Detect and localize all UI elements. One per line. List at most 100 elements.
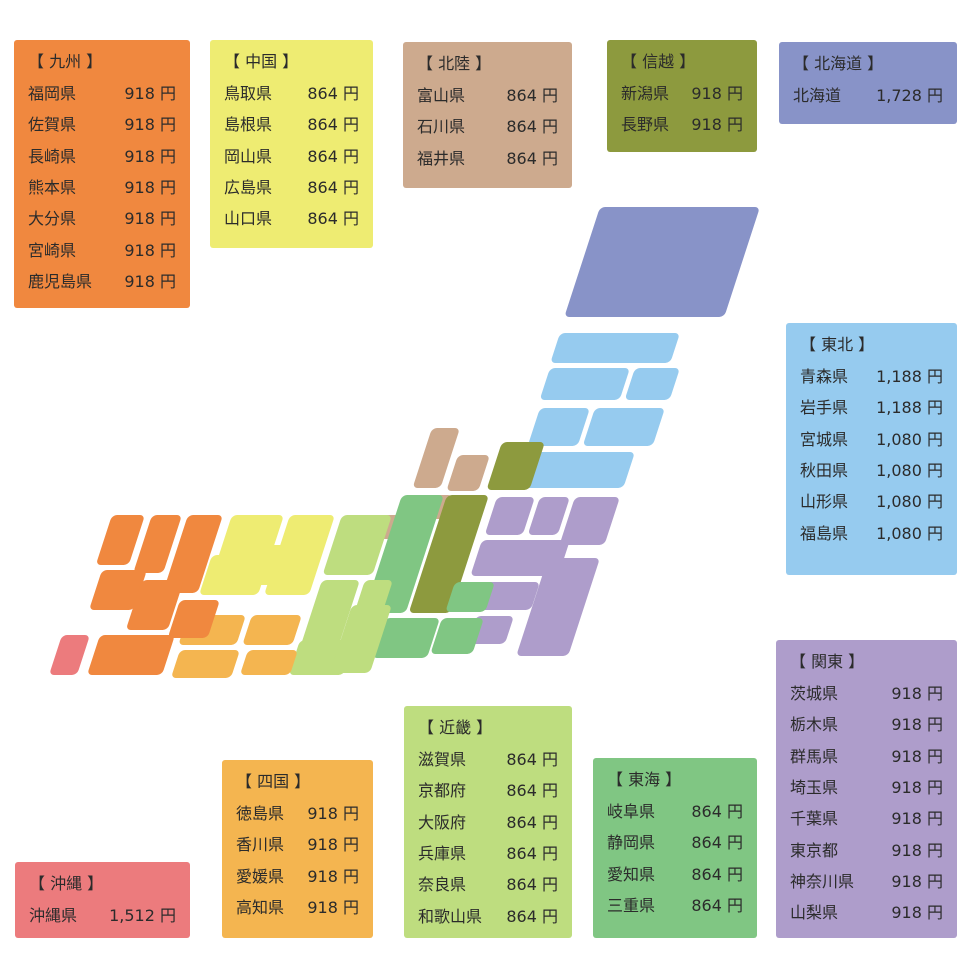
map-area [565,207,759,317]
prefecture-name: 鳥取県 [224,84,273,103]
prefecture-name: 千葉県 [790,809,839,829]
prefecture-name: 岩手県 [800,398,849,418]
region-title: 【 東海 】 [607,770,682,789]
price: 918 円 [124,271,176,291]
region-title: 【 東北 】 [800,335,875,354]
price: 864 円 [307,209,359,229]
price: 918 円 [307,804,359,823]
prefecture-name: 長崎県 [28,146,77,166]
prefecture-name: 奈良県 [418,875,467,895]
prefecture-name: 佐賀県 [28,115,77,135]
price: 918 円 [891,684,943,703]
prefecture-name: 京都府 [418,781,467,801]
map-area [524,452,634,488]
price: 918 円 [891,840,943,860]
price: 864 円 [307,84,359,103]
map-area [560,497,619,545]
map-area [241,650,297,675]
map-area [413,428,459,488]
map-area [97,515,144,565]
price: 1,080 円 [876,429,943,449]
prefecture-name: 三重県 [607,895,656,915]
price: 1,080 円 [876,523,943,543]
price: 1,512 円 [109,906,176,925]
map-area [471,540,569,576]
price: 1,188 円 [876,367,943,386]
prefecture-name: 青森県 [800,367,849,386]
region-box: 【 近畿 】滋賀県 864 円京都府 864 円大阪府 864 円兵庫県 864 円奈良… [404,706,572,938]
map-area [446,582,494,612]
price: 918 円 [124,177,176,197]
price: 864 円 [691,802,743,821]
prefecture-name: 愛媛県 [236,866,285,886]
map-area [164,515,222,593]
prefecture-name: 群馬県 [790,746,839,766]
prefecture-name: 宮崎県 [28,240,77,260]
prefecture-name: 大分県 [28,209,77,229]
map-area [243,615,301,645]
region-title: 【 北海道 】 [793,54,884,73]
map-area [431,618,483,654]
prefecture-name: 埼玉県 [790,777,839,797]
region-title: 【 中国 】 [224,52,299,71]
prefecture-name: 静岡県 [607,833,656,853]
price: 1,728 円 [876,86,943,105]
map-area [323,515,391,575]
region-title: 【 沖縄 】 [29,874,104,893]
price: 864 円 [691,895,743,915]
region-title: 【 九州 】 [28,52,103,71]
map-area [373,618,439,658]
prefecture-name: 愛知県 [607,864,656,884]
map-area [88,635,174,675]
region-box: 【 北陸 】富山県 864 円石川県 864 円福井県 864 円 [403,42,572,188]
region-box: 【 四国 】徳島県 918 円香川県 918 円愛媛県 918 円高知県 918 円 [222,760,373,938]
prefecture-name: 熊本県 [28,177,77,197]
map-area [517,558,599,656]
region-title: 【 北陸 】 [417,54,492,73]
price: 918 円 [891,715,943,735]
map-area [487,442,544,490]
region-title: 【 四国 】 [236,772,311,791]
map-area [447,455,489,491]
prefecture-name: 長野県 [621,115,670,135]
map-area [127,580,183,630]
prefecture-name: 香川県 [236,835,285,855]
prefecture-name: 山口県 [224,209,273,229]
price: 918 円 [891,777,943,797]
map-area [50,635,89,675]
region-box: 【 沖縄 】沖縄県 1,512 円 [15,862,190,938]
price: 918 円 [307,835,359,855]
price: 864 円 [506,750,558,769]
price: 864 円 [506,812,558,832]
prefecture-name: 鹿児島県 [28,271,93,291]
prefecture-name: 福島県 [800,523,849,543]
region-box: 【 九州 】福岡県 918 円佐賀県 918 円長崎県 918 円熊本県 918 円大分… [14,40,190,308]
region-title: 【 信越 】 [621,52,696,71]
region-box: 【 中国 】鳥取県 864 円島根県 864 円岡山県 864 円広島県 864 円山口… [210,40,373,248]
map-area [90,570,146,610]
prefecture-name: 山形県 [800,492,849,512]
price: 864 円 [506,117,558,137]
prefecture-name: 北海道 [793,86,842,105]
region-box: 【 東海 】岐阜県 864 円静岡県 864 円愛知県 864 円三重県 864 円 [593,758,757,938]
map-area [529,408,589,446]
price: 864 円 [307,115,359,135]
prefecture-name: 島根県 [224,115,273,135]
prefecture-name: 宮城県 [800,429,849,449]
price: 1,188 円 [876,398,943,418]
prefecture-name: 山梨県 [790,903,839,923]
price: 864 円 [307,177,359,197]
region-box: 【 信越 】新潟県 918 円長野県 918 円 [607,40,757,152]
prefecture-name: 石川県 [417,117,466,137]
prefecture-name: 和歌山県 [418,906,483,926]
price: 918 円 [891,871,943,891]
map-area [169,600,219,638]
prefecture-name: 秋田県 [800,460,849,480]
price: 864 円 [506,148,558,168]
region-box: 【 北海道 】北海道 1,728 円 [779,42,957,124]
price: 864 円 [691,833,743,853]
map-area [410,495,488,613]
prefecture-name: 兵庫県 [418,843,467,863]
prefecture-name: 富山県 [417,86,466,105]
